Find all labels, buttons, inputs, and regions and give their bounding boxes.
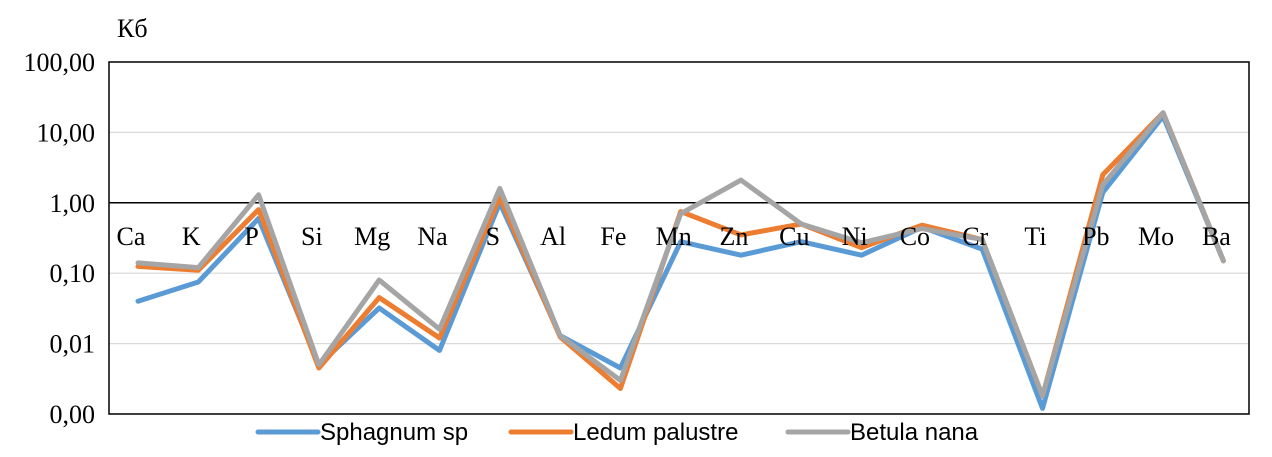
y-axis-label: Кб [117,14,148,43]
y-tick-label: 0,10 [50,259,96,288]
series-line-betula-nana [135,110,1226,399]
y-tick-label: 10,00 [37,118,96,147]
series-line-sphagnum-sp [135,113,1226,411]
y-tick-label: 0,01 [50,330,96,359]
x-tick-label: Zn [720,222,749,251]
x-tick-label: Na [417,222,448,251]
x-tick-label: Mn [656,222,692,251]
x-tick-label: Ba [1202,222,1231,251]
x-tick-label: Si [301,222,323,251]
legend-label: Ledum palustre [573,419,738,446]
x-tick-label: P [244,222,258,251]
x-tick-label: Cu [779,222,809,251]
x-tick-label: Pb [1082,222,1109,251]
y-tick-label: 1,00 [50,189,96,218]
series-line-ledum-palustre [135,110,1226,399]
x-tick-label: Al [540,222,566,251]
x-tick-label: S [486,222,500,251]
x-tick-label: Ca [117,222,146,251]
x-tick-label: Fe [600,222,626,251]
series-lines [135,110,1226,411]
x-tick-label: Co [900,222,930,251]
legend: Sphagnum sp Ledum palustre Betula nana [255,419,979,446]
x-tick-label: Mg [354,222,390,251]
category-labels: Ca K P Si Mg Na S Al Fe Mn Zn Cu Ni Co Cr Ti Pb Mo Ba [117,222,1232,251]
x-tick-label: Cr [962,222,988,251]
plot-area [108,61,1250,415]
legend-label: Betula nana [850,419,979,446]
y-tick-label: 100,00 [24,48,96,77]
y-tick-labels: 0,00 0,01 0,10 1,00 10,00 100,00 [24,48,96,429]
x-tick-label: K [182,222,201,251]
x-tick-label: Ti [1024,222,1046,251]
x-tick-label: Mo [1138,222,1174,251]
x-tick-label: Ni [842,222,868,251]
legend-label: Sphagnum sp [320,419,468,446]
y-tick-label: 0,00 [50,400,96,429]
